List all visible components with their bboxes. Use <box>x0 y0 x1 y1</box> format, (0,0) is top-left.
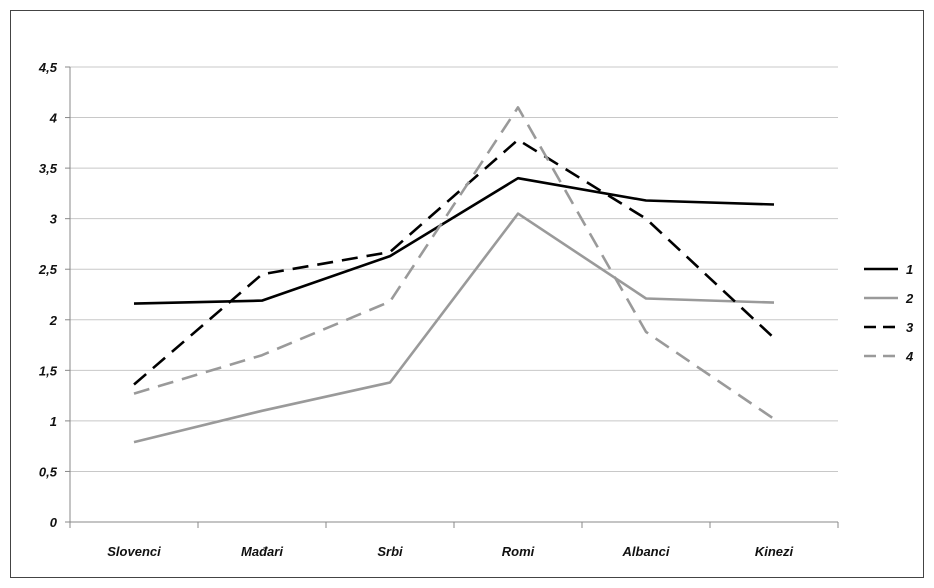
x-tick-label: Albanci <box>622 544 670 559</box>
y-tick-label: 1 <box>50 414 57 429</box>
series-line-4 <box>133 106 775 420</box>
y-tick-labels: 0 0,5 1 1,5 2 2,5 3 3,5 4 4,5 <box>38 60 58 530</box>
y-tick-label: 4 <box>49 111 58 126</box>
y-tick-label: 0 <box>50 515 58 530</box>
y-tick-label: 2 <box>49 313 58 328</box>
y-tick-label: 4,5 <box>38 60 58 75</box>
series-line-1 <box>133 176 775 305</box>
legend-label-3: 3 <box>906 320 914 335</box>
y-tick-label: 3,5 <box>39 161 58 176</box>
axes <box>65 66 839 528</box>
y-tick-label: 2,5 <box>38 262 58 277</box>
gridlines <box>70 66 838 472</box>
legend-label-4: 4 <box>905 349 914 364</box>
x-tick-label: Mađari <box>241 544 283 559</box>
chart-frame <box>10 10 924 578</box>
legend-label-1: 1 <box>906 262 913 277</box>
x-tick-label: Romi <box>502 544 535 559</box>
x-tick-labels: Slovenci Mađari Srbi Romi Albanci Kinezi <box>107 544 793 559</box>
legend-label-2: 2 <box>905 291 914 306</box>
x-tick-label: Kinezi <box>755 544 794 559</box>
y-tick-label: 3 <box>50 212 58 227</box>
y-tick-label: 1,5 <box>39 363 58 378</box>
series-line-2 <box>133 212 775 444</box>
series-lines <box>133 106 775 444</box>
legend: 1 2 3 4 <box>864 262 914 364</box>
x-tick-label: Srbi <box>377 544 403 559</box>
x-tick-label: Slovenci <box>107 544 161 559</box>
y-tick-label: 0,5 <box>39 464 58 479</box>
series-line-3 <box>133 138 775 386</box>
